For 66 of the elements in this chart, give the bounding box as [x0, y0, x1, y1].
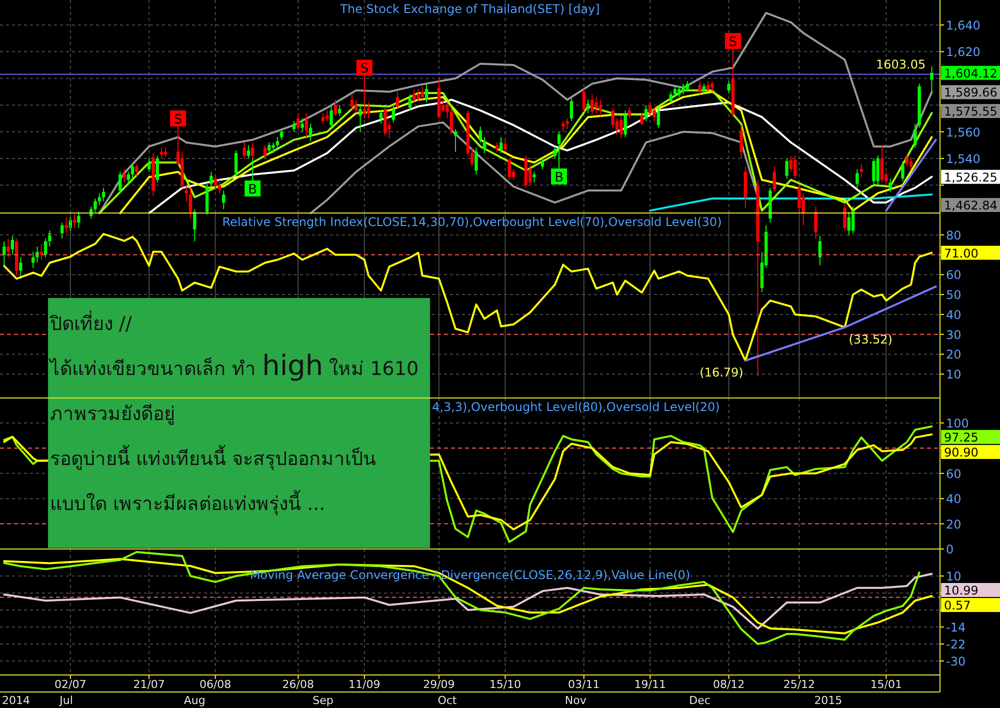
y-tick-label: 20 — [946, 517, 962, 532]
ref-line-label: 1603.05 — [876, 57, 926, 72]
annotation: S — [728, 35, 738, 50]
y-tick-label: -30 — [946, 654, 966, 668]
annotation: B — [554, 170, 564, 186]
annotation: 0.57 — [944, 598, 971, 612]
annotation: ปิดเที่ยง // — [49, 310, 132, 335]
x-tick-label: 11/09 — [348, 678, 380, 691]
x-tick-label: 02/07 — [54, 678, 86, 691]
annotation: (16.79) — [700, 366, 744, 380]
annotation: รอดูบ่ายนี้ แท่งเทียนนี้ จะสรุปออกมาเป็น — [50, 445, 376, 471]
chart-title: The Stock Exchange of Thailand(SET) [day] — [339, 2, 600, 16]
annotation: B — [248, 182, 258, 198]
x2-tick-label: Nov — [564, 694, 587, 707]
annotation: 71.00 — [944, 246, 978, 260]
x2-tick-label: Oct — [438, 694, 458, 707]
y-tick-label: 1,540 — [946, 152, 980, 166]
text: 1,604.12 — [944, 66, 998, 80]
y-tick-label: 30 — [946, 328, 962, 342]
y-tick-label: 1,620 — [946, 45, 980, 60]
x2-tick-label: Aug — [184, 694, 206, 707]
x-tick-label: 26/08 — [282, 678, 314, 691]
x-tick-label: 25/12 — [783, 678, 816, 691]
y-tick-label: 40 — [946, 308, 962, 322]
y-tick-label: 100 — [946, 416, 969, 430]
y-tick-label: 80 — [946, 228, 962, 242]
x-tick-label: 03/11 — [568, 678, 600, 691]
y-tick-label: 10 — [946, 569, 962, 584]
y-tick-label: 20 — [946, 348, 962, 362]
x-tick-label: 08/12 — [712, 678, 745, 691]
chart-title: 4,3,3),Overbought Level(80),Oversold Level(20) — [432, 400, 720, 414]
annotation: ได้แท่งเขียวขนาดเล็ก ทำ high ใหม่ 1610 — [48, 349, 419, 382]
annotation: 10.99 — [944, 583, 978, 598]
y-tick-label: 50 — [946, 288, 962, 302]
x-tick-label: 29/09 — [423, 678, 455, 691]
annotation: แบบใด เพราะมีผลต่อแท่งพรุ่งนี้ ... — [50, 490, 326, 516]
annotation: S — [360, 62, 369, 77]
y-tick-label: 60 — [946, 268, 962, 282]
annotation: S — [174, 112, 182, 128]
annotation: 1,589.66 — [944, 86, 998, 100]
text: 1,462.84 — [944, 198, 998, 212]
y-tick-label: 60 — [946, 466, 962, 481]
x-tick-label: 06/08 — [199, 678, 232, 691]
x2-tick-label: 2014 — [2, 694, 30, 707]
x-tick-label: 19/11 — [634, 678, 666, 691]
x-tick-label: 15/10 — [489, 678, 522, 691]
x-tick-label: 21/07 — [133, 678, 165, 691]
y-tick-label: -22 — [946, 637, 966, 652]
annotation: 1,526.25 — [944, 170, 998, 184]
annotation: 90.90 — [944, 445, 978, 460]
y-tick-label: 0 — [946, 542, 954, 556]
annotation: ภาพรวมยังดีอยู่ — [50, 403, 175, 425]
y-tick-label: 40 — [946, 492, 962, 506]
annotation: 1,575.55 — [944, 104, 998, 119]
x-tick-label: 15/01 — [870, 678, 902, 691]
y-tick-label: 1,560 — [946, 125, 980, 140]
x2-tick-label: 2015 — [814, 694, 842, 707]
annotation: (33.52) — [848, 332, 892, 346]
chart-title: Relative Strength Index(CLOSE,14,30,70),Overbought Level(70),Oversold Level(30) — [222, 215, 722, 229]
x2-tick-label: Jul — [58, 694, 73, 707]
y-tick-label: 10 — [946, 368, 962, 382]
x2-tick-label: Dec — [689, 694, 710, 707]
y-tick-label: -14 — [946, 620, 966, 634]
annotation: 97.25 — [944, 430, 978, 444]
y-tick-label: 1,640 — [946, 18, 980, 32]
x2-tick-label: Sep — [312, 694, 334, 707]
